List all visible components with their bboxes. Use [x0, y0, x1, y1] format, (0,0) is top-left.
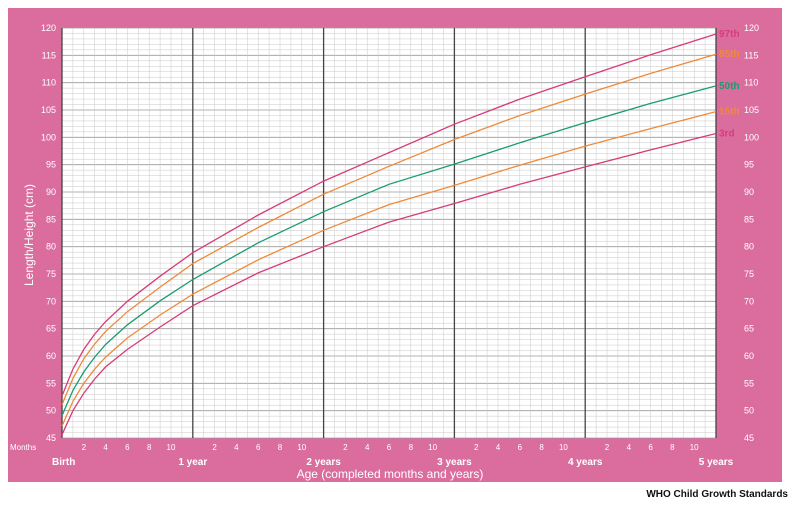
month-tick-label: 4: [234, 443, 239, 452]
percentile-label-85th: 85th: [719, 49, 740, 60]
y-tick-label-left: 115: [42, 50, 56, 60]
month-tick-label: 10: [167, 443, 176, 452]
y-tick-label-right: 105: [744, 105, 759, 115]
y-tick-label-left: 95: [46, 160, 56, 170]
percentile-curve-3rd: [61, 132, 717, 435]
percentile-curves: 97th 85th 50th 15th 3rd: [61, 29, 740, 435]
y-tick-label-right: 110: [744, 78, 758, 88]
y-tick-label-right: 120: [744, 23, 759, 33]
month-tick-label: 6: [256, 443, 261, 452]
y-tick-label-left: 85: [46, 214, 56, 224]
y-tick-label-right: 90: [744, 187, 754, 197]
y-tick-label-right: 95: [744, 160, 754, 170]
y-tick-label-left: 55: [46, 378, 56, 388]
y-tick-label-right: 115: [744, 50, 758, 60]
month-tick-label: 8: [409, 443, 414, 452]
y-tick-label-left: 45: [46, 433, 56, 443]
month-tick-label: 8: [670, 443, 675, 452]
y-tick-label-left: 105: [41, 105, 56, 115]
y-tick-label-right: 80: [744, 242, 754, 252]
percentile-curve-50th: [61, 85, 717, 416]
month-tick-label: 2: [474, 443, 479, 452]
month-tick-label: 6: [387, 443, 392, 452]
y-tick-label-right: 60: [744, 351, 754, 361]
percentile-label-97th: 97th: [719, 29, 740, 40]
percentile-curve-85th: [61, 53, 717, 405]
y-tick-label-left: 80: [46, 242, 56, 252]
y-tick-label-right: 45: [744, 433, 754, 443]
x-axis-label: Age (completed months and years): [297, 467, 484, 481]
month-tick-label: 10: [428, 443, 437, 452]
month-tick-label: 2: [212, 443, 217, 452]
month-tick-label: 6: [518, 443, 523, 452]
month-tick-label: 2: [82, 443, 87, 452]
percentile-curve-15th: [61, 110, 717, 427]
axis-labels: 45 45 50 50 55 55 60 60 65 65 70 70 75 75 80 80 85 85 90 90…: [10, 23, 759, 468]
y-tick-label-left: 70: [46, 296, 56, 306]
year-label: 2 years: [306, 457, 341, 468]
month-tick-label: 10: [690, 443, 699, 452]
month-tick-label: 6: [648, 443, 653, 452]
y-tick-label-left: 100: [41, 132, 56, 142]
y-tick-label-left: 90: [46, 187, 56, 197]
y-tick-label-right: 85: [744, 214, 754, 224]
month-tick-label: 8: [278, 443, 283, 452]
y-tick-label-left: 75: [46, 269, 56, 279]
y-tick-label-right: 100: [744, 132, 759, 142]
y-tick-label-right: 50: [744, 406, 754, 416]
credit-text: WHO Child Growth Standards: [646, 489, 788, 500]
percentile-label-3rd: 3rd: [719, 129, 735, 140]
year-label: 1 year: [178, 457, 207, 468]
y-tick-label-right: 70: [744, 296, 754, 306]
month-tick-label: 10: [297, 443, 306, 452]
y-tick-label-left: 60: [46, 351, 56, 361]
month-tick-label: 4: [627, 443, 632, 452]
percentile-label-50th: 50th: [719, 81, 740, 92]
percentile-label-15th: 15th: [719, 107, 740, 118]
year-label: 4 years: [568, 457, 603, 468]
year-label: Birth: [52, 457, 75, 468]
y-tick-label-right: 65: [744, 324, 754, 334]
y-tick-label-left: 65: [46, 324, 56, 334]
y-axis-label: Length/Height (cm): [22, 184, 36, 286]
month-tick-label: 4: [103, 443, 108, 452]
year-label: 3 years: [437, 457, 472, 468]
percentile-curve-97th: [61, 33, 717, 397]
months-label: Months: [10, 443, 36, 452]
month-tick-label: 8: [147, 443, 152, 452]
month-tick-label: 4: [496, 443, 501, 452]
y-tick-label-left: 120: [41, 23, 56, 33]
year-label: 5 years: [699, 457, 734, 468]
month-tick-label: 2: [605, 443, 610, 452]
month-tick-label: 10: [559, 443, 568, 452]
month-tick-label: 2: [343, 443, 348, 452]
y-tick-label-left: 50: [46, 406, 56, 416]
grid: [61, 27, 717, 439]
y-tick-label-left: 110: [42, 78, 56, 88]
month-tick-label: 6: [125, 443, 130, 452]
y-tick-label-right: 55: [744, 378, 754, 388]
month-tick-label: 4: [365, 443, 370, 452]
y-tick-label-right: 75: [744, 269, 754, 279]
month-tick-label: 8: [539, 443, 544, 452]
